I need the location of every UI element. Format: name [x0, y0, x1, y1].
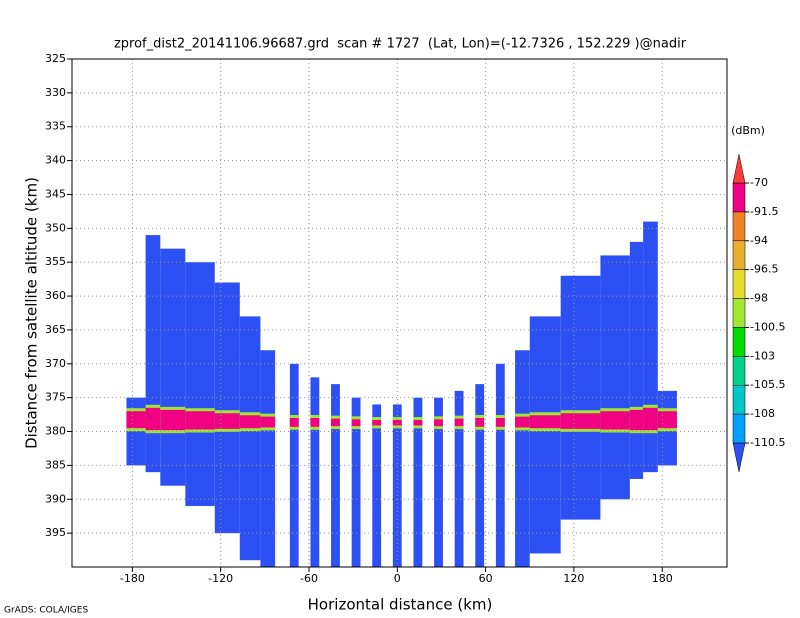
echo-column — [392, 404, 402, 567]
echo-column — [331, 384, 340, 567]
band — [260, 416, 276, 428]
colorbar-title: (dBm) — [731, 124, 765, 137]
colorbar-label: -94 — [750, 234, 768, 247]
y-tick-label: 325 — [45, 52, 66, 65]
y-tick-label: 375 — [45, 391, 66, 404]
colorbar-segment — [732, 240, 746, 270]
colorbar-label: -105.5 — [750, 378, 785, 391]
echo-column — [600, 255, 630, 500]
echo-column — [160, 248, 186, 486]
echo-column — [529, 316, 561, 554]
x-tick-label: 120 — [563, 572, 584, 585]
band — [454, 418, 464, 427]
band — [657, 411, 677, 429]
x-tick-label: 180 — [652, 572, 673, 585]
band — [413, 420, 423, 426]
x-axis-label: Horizontal distance (km) — [308, 596, 493, 614]
colorbar-label: -98 — [750, 292, 768, 305]
echo-column — [310, 377, 320, 567]
colorbar-end — [732, 442, 746, 472]
band — [310, 417, 320, 427]
colorbar-segment — [732, 356, 746, 386]
y-tick-label: 385 — [45, 458, 66, 471]
band — [372, 420, 382, 426]
echo-column — [289, 363, 299, 567]
echo-column — [239, 316, 261, 561]
band — [392, 420, 402, 426]
band — [351, 419, 361, 427]
echo-column — [515, 350, 530, 567]
colorbar-label: -103 — [750, 349, 775, 362]
y-tick-label: 380 — [45, 425, 66, 438]
footer: GrADS: COLA/IGES — [4, 606, 88, 616]
band — [214, 413, 240, 429]
band — [600, 411, 630, 430]
colorbar-segment — [732, 269, 746, 299]
colorbar-label: -108 — [750, 407, 775, 420]
y-tick-label: 350 — [45, 221, 66, 234]
y-tick-label: 395 — [45, 526, 66, 539]
y-tick-label: 345 — [45, 187, 66, 200]
x-tick-label: -120 — [208, 572, 233, 585]
colorbar-label: -110.5 — [750, 436, 785, 449]
echo-column — [185, 262, 215, 507]
x-tick-label: 60 — [479, 572, 493, 585]
echo-column — [372, 404, 382, 567]
plot-frame — [71, 58, 728, 568]
band — [475, 417, 485, 427]
y-tick-label: 340 — [45, 154, 66, 167]
echo-column — [351, 397, 361, 567]
band — [239, 415, 261, 429]
band — [145, 407, 161, 431]
echo-column — [629, 241, 644, 479]
band — [560, 413, 601, 429]
band — [434, 419, 443, 427]
y-tick-label: 390 — [45, 492, 66, 505]
band — [495, 417, 505, 427]
colorbar-segment — [732, 182, 746, 213]
colorbar-end — [732, 154, 746, 184]
colorbar-segment — [732, 384, 746, 415]
band — [515, 416, 530, 428]
echo-column — [260, 350, 276, 567]
echo-column — [454, 390, 464, 567]
echo-column — [643, 221, 658, 473]
y-tick-label: 335 — [45, 120, 66, 133]
echo-column — [413, 397, 423, 567]
band — [331, 418, 340, 427]
echo-column — [434, 397, 443, 567]
band — [643, 407, 658, 431]
y-tick-label: 370 — [45, 357, 66, 370]
x-tick-label: -180 — [120, 572, 145, 585]
echo-column — [145, 235, 161, 473]
band — [185, 411, 215, 430]
colorbar-label: -91.5 — [750, 205, 778, 218]
band — [160, 409, 186, 431]
band — [629, 409, 644, 431]
colorbar-segment — [732, 413, 746, 444]
colorbar-label: -96.5 — [750, 263, 778, 276]
colorbar-segment — [732, 298, 746, 328]
echo-column — [214, 282, 240, 534]
y-tick-label: 365 — [45, 323, 66, 336]
colorbar-label: -100.5 — [750, 320, 785, 333]
y-tick-label: 330 — [45, 86, 66, 99]
y-tick-label: 355 — [45, 255, 66, 268]
band — [126, 411, 146, 429]
band — [289, 417, 299, 427]
band — [529, 415, 561, 429]
colorbar-label: -70 — [750, 176, 768, 189]
chart-title: zprof_dist2_20141106.96687.grd scan # 17… — [114, 37, 687, 52]
y-tick-label: 360 — [45, 289, 66, 302]
colorbar-segment — [732, 327, 746, 357]
x-tick-label: -60 — [300, 572, 318, 585]
x-tick-label: 0 — [394, 572, 401, 585]
colorbar-segment — [732, 211, 746, 242]
y-axis-label: Distance from satellite altitude (km) — [23, 177, 41, 449]
echo-column — [475, 384, 485, 567]
